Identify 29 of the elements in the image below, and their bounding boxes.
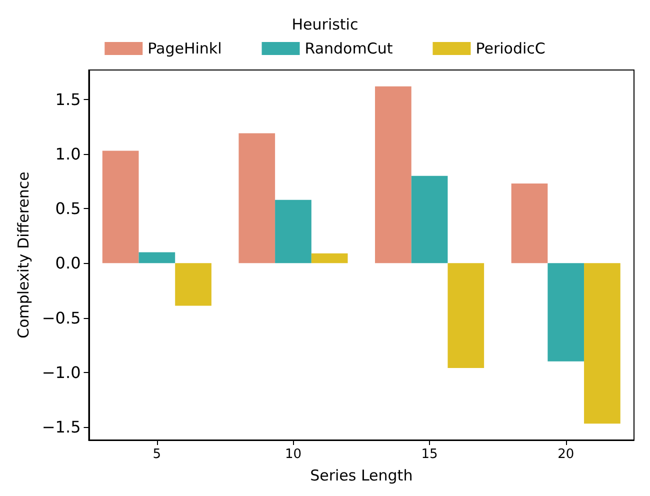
x-tick-label: 5	[152, 447, 162, 462]
bar	[175, 263, 212, 306]
y-tick-label: −1.5	[42, 417, 81, 436]
bar	[311, 253, 348, 264]
bar	[448, 263, 484, 368]
bar	[411, 176, 448, 264]
bar	[138, 252, 176, 264]
y-axis-title: Complexity Difference	[14, 172, 32, 338]
x-axis-title: Series Length	[310, 466, 413, 484]
x-tick-label: 20	[558, 447, 574, 462]
bar	[375, 86, 412, 264]
bar	[238, 133, 276, 264]
y-tick-label: 0.5	[55, 199, 81, 218]
legend-title: Heuristic	[292, 16, 358, 34]
legend-label: PageHinkl	[148, 40, 222, 58]
y-tick-label: −0.5	[42, 308, 81, 328]
x-tick-label: 10	[284, 447, 302, 462]
y-tick-label: 1.0	[55, 144, 81, 164]
bar	[102, 150, 139, 264]
y-tick-label: 1.5	[55, 90, 81, 109]
y-tick-label: −1.0	[42, 362, 81, 382]
bar	[548, 263, 584, 362]
x-tick-label: 15	[421, 447, 438, 462]
y-tick-label: 0.0	[55, 254, 81, 273]
bar	[511, 184, 548, 264]
bar	[275, 200, 312, 264]
legend-label: RandomCut	[304, 40, 393, 58]
legend-label: PeriodicC	[476, 40, 546, 58]
bar	[584, 263, 620, 424]
